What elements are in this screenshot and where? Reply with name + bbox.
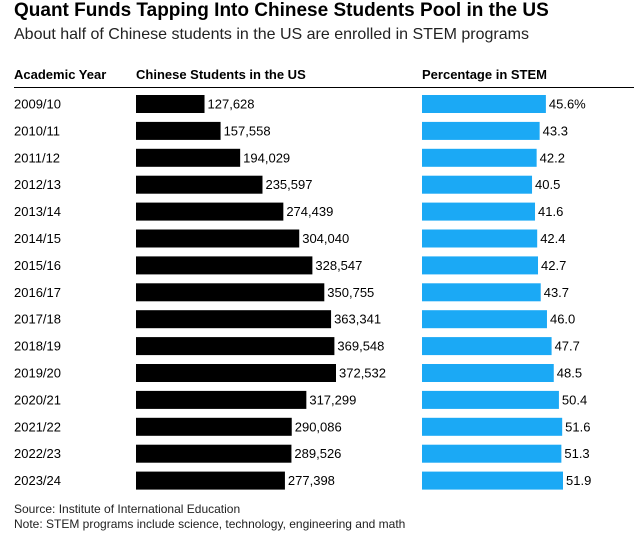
year-label: 2017/18 [14,312,61,327]
students-value-label: 235,597 [265,177,312,192]
stem-value-label: 45.6% [549,97,586,112]
stem-bar [422,202,536,221]
stem-bar [422,364,554,382]
students-bar [136,148,241,167]
students-bar [136,471,285,490]
students-bar [136,444,292,463]
students-bar [136,337,335,356]
stem-value-label: 43.3 [543,123,568,138]
stem-value-label: 50.4 [562,392,587,407]
chart-title: Quant Funds Tapping Into Chinese Student… [14,0,549,21]
footnote: Note: STEM programs include science, tec… [14,517,406,531]
year-label: 2012/13 [14,177,61,192]
stem-bar [422,95,546,113]
stem-value-label: 42.4 [540,231,565,246]
year-label: 2013/14 [14,204,61,219]
students-bar [136,283,325,302]
stem-value-label: 42.2 [540,150,565,165]
stem-bar [422,256,539,275]
students-value-label: 328,547 [315,258,362,273]
students-value-label: 350,755 [327,285,374,300]
year-label: 2022/23 [14,446,61,461]
students-value-label: 317,299 [309,392,356,407]
chart-subtitle: About half of Chinese students in the US… [14,26,529,43]
column-header-stem: Percentage in STEM [422,67,547,82]
stem-value-label: 43.7 [544,285,569,300]
year-label: 2019/20 [14,366,61,381]
stem-bar [422,175,533,194]
students-bar [136,310,332,329]
students-value-label: 277,398 [288,473,335,488]
stem-value-label: 51.3 [564,446,589,461]
year-label: 2015/16 [14,258,61,273]
students-value-label: 289,526 [294,446,341,461]
students-value-label: 369,548 [337,339,384,354]
stem-value-label: 48.5 [557,366,582,381]
students-value-label: 157,558 [224,123,271,138]
students-bar [136,256,313,275]
students-bar [136,95,205,113]
year-label: 2009/10 [14,97,61,112]
students-bar [136,175,263,194]
year-label: 2020/21 [14,392,61,407]
students-value-label: 274,439 [286,204,333,219]
stem-bar [422,471,563,490]
stem-value-label: 42.7 [541,258,566,273]
students-bar [136,364,336,382]
stem-value-label: 41.6 [538,204,563,219]
stem-bar [422,390,559,409]
stem-value-label: 47.7 [555,339,580,354]
year-label: 2011/12 [14,150,60,165]
students-value-label: 363,341 [334,312,381,327]
stem-bar [422,148,537,167]
stem-value-label: 40.5 [535,177,560,192]
students-value-label: 127,628 [208,97,255,112]
year-label: 2023/24 [14,473,61,488]
year-label: 2016/17 [14,285,61,300]
stem-bar [422,229,538,248]
column-header-students: Chinese Students in the US [136,67,306,82]
students-value-label: 372,532 [339,366,386,381]
students-bar [136,202,284,221]
students-bar [136,229,300,248]
students-value-label: 304,040 [302,231,349,246]
students-bar [136,390,307,409]
students-bar [136,417,292,436]
students-bar [136,121,221,140]
year-label: 2010/11 [14,123,60,138]
stem-bar [422,283,541,302]
stem-value-label: 51.9 [566,473,591,488]
students-value-label: 290,086 [295,419,342,434]
stem-bar [422,310,547,329]
column-header-year: Academic Year [14,67,107,82]
year-label: 2018/19 [14,339,61,354]
stem-bar [422,444,562,463]
stem-bar [422,417,563,436]
stem-value-label: 46.0 [550,312,575,327]
stem-value-label: 51.6 [565,419,590,434]
stem-bar [422,121,540,140]
year-label: 2021/22 [14,419,61,434]
stem-bar [422,337,552,356]
year-label: 2014/15 [14,231,61,246]
source-note: Source: Institute of International Educa… [14,502,241,516]
students-value-label: 194,029 [243,150,290,165]
